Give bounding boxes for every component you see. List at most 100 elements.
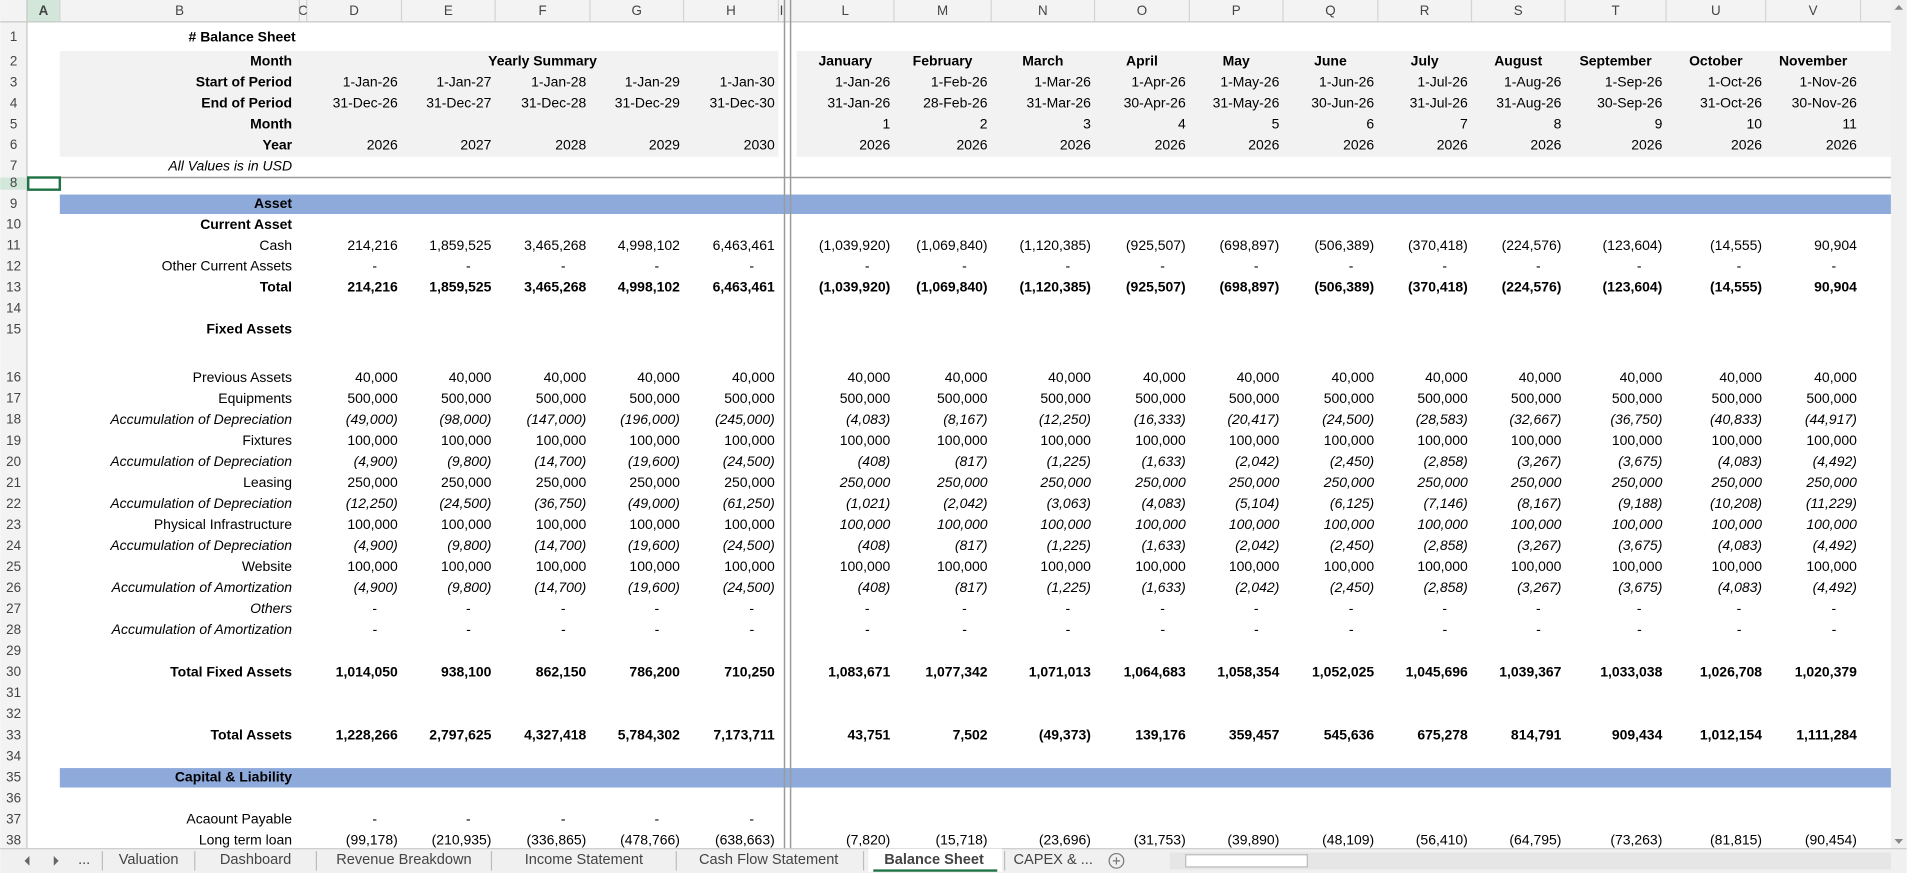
cell-value: 500,000 <box>441 390 492 406</box>
cell-value: 100,000 <box>1040 516 1091 532</box>
cell-value: (817) <box>955 579 988 595</box>
cell-value: (1,021) <box>846 495 890 511</box>
cell-value: 40,000 <box>637 369 680 385</box>
cell-value: - <box>1831 621 1836 637</box>
column-header: D <box>349 3 359 18</box>
column-header: M <box>937 3 948 18</box>
sheet-tab[interactable]: CAPEX & ... <box>1013 852 1092 868</box>
cell-value: 250,000 <box>1416 474 1468 490</box>
section-band <box>59 768 1891 788</box>
cell-value: - <box>654 600 659 616</box>
cell-value: 40,000 <box>1719 369 1762 385</box>
cell-value: (4,083) <box>846 411 890 427</box>
selected-cell[interactable] <box>27 176 62 191</box>
cell-value: 100,000 <box>1229 558 1280 574</box>
scroll-thumb[interactable] <box>1185 854 1308 868</box>
horizontal-scrollbar[interactable] <box>1169 852 1891 870</box>
cell-value: 31-Mar-26 <box>1026 95 1091 111</box>
cell-value: (61,250) <box>723 495 775 511</box>
cell-value: - <box>561 811 566 827</box>
row-number: 9 <box>10 196 17 211</box>
cell-value: 1,014,050 <box>336 663 398 679</box>
cell-value: 250,000 <box>1711 474 1763 490</box>
month-header: February <box>913 53 973 69</box>
cell-value: 11 <box>1842 115 1857 131</box>
column-clip: I <box>780 3 784 18</box>
cell-value: (1,633) <box>1141 579 1185 595</box>
cell-value: (49,373) <box>1039 726 1091 742</box>
cell-value: 1,020,379 <box>1795 663 1857 679</box>
cell-value: (8,167) <box>1517 495 1561 511</box>
sheet-tab-active[interactable]: Balance Sheet <box>884 852 984 868</box>
cell-value: (1,069,840) <box>916 279 987 295</box>
cell-value: 1 <box>882 115 890 131</box>
add-sheet-button[interactable] <box>1108 852 1125 869</box>
cell-value: (24,500) <box>1322 411 1374 427</box>
cell-value: 100,000 <box>536 432 587 448</box>
row-label: Leasing <box>243 474 292 490</box>
cell-value: 500,000 <box>724 390 775 406</box>
cell-value: 1-Sep-26 <box>1605 74 1663 90</box>
sheet-tab[interactable]: Valuation <box>119 852 179 868</box>
vertical-scrollbar[interactable] <box>1890 0 1907 849</box>
sheet-tab[interactable]: Dashboard <box>220 852 291 868</box>
cell-value: (49,000) <box>346 411 398 427</box>
cell-value: 1,228,266 <box>336 726 398 742</box>
cell-value: 250,000 <box>1134 474 1186 490</box>
cell-value: - <box>1637 600 1642 616</box>
row-number: 19 <box>6 433 21 448</box>
cell-value: 2026 <box>367 136 398 152</box>
cell-value: 100,000 <box>724 432 775 448</box>
cell-value: 100,000 <box>937 432 988 448</box>
cell-value: (44,917) <box>1805 411 1857 427</box>
cell-value: 100,000 <box>536 558 587 574</box>
cell-value: 4,327,418 <box>524 726 586 742</box>
cell-value: (817) <box>955 453 988 469</box>
cell-value: (4,083) <box>1718 537 1762 553</box>
cell-value: - <box>561 600 566 616</box>
cell-value: 31-Dec-26 <box>333 95 398 111</box>
cell-value: (24,500) <box>723 453 775 469</box>
cell-value: 31-Dec-29 <box>615 95 680 111</box>
cell-value: 500,000 <box>1229 390 1280 406</box>
cell-value: - <box>1254 600 1259 616</box>
cell-value: (638,663) <box>715 832 775 848</box>
column-header-selected <box>27 0 60 22</box>
cell-value: 250,000 <box>347 474 398 490</box>
cell-value: - <box>1831 258 1836 274</box>
cell-value: - <box>1254 258 1259 274</box>
cell-value: 500,000 <box>1324 390 1375 406</box>
cell-value: - <box>372 600 377 616</box>
cell-value: 100,000 <box>937 516 988 532</box>
sheet-tab[interactable]: Income Statement <box>525 852 643 868</box>
cell-value: 500,000 <box>1712 390 1763 406</box>
cell-value: 30-Nov-26 <box>1792 95 1857 111</box>
sheet-tab[interactable]: Cash Flow Statement <box>699 852 838 868</box>
sheet-tab[interactable]: Revenue Breakdown <box>336 852 471 868</box>
cell-value: 40,000 <box>544 369 587 385</box>
column-clip: H <box>726 3 736 18</box>
row-number: 3 <box>10 74 17 89</box>
cell-value: 814,791 <box>1511 726 1562 742</box>
month-header: May <box>1223 53 1250 69</box>
cell-value: 100,000 <box>1806 516 1857 532</box>
row-number: 22 <box>6 496 21 511</box>
cell-value: (2,042) <box>1235 537 1279 553</box>
column-clip: L <box>842 3 849 18</box>
cell-value: 1-Oct-26 <box>1708 74 1763 90</box>
cell-value: 31-Aug-26 <box>1496 95 1561 111</box>
cell-value: 31-Dec-30 <box>710 95 775 111</box>
cell-value: (925,507) <box>1126 279 1186 295</box>
cell-value: 100,000 <box>1612 432 1663 448</box>
cell-value: 100,000 <box>1324 432 1375 448</box>
row-label: Accumulation of Amortization <box>111 621 293 637</box>
cell-value: (19,600) <box>628 453 680 469</box>
column-clip: F <box>538 3 546 18</box>
sheet-tab[interactable]: ... <box>78 852 90 868</box>
cell-value: (9,800) <box>447 453 491 469</box>
cell-value: 100,000 <box>347 432 398 448</box>
cell-value: 2026 <box>956 136 987 152</box>
row-label: Month <box>250 53 292 69</box>
cell-value: (224,576) <box>1502 237 1562 253</box>
